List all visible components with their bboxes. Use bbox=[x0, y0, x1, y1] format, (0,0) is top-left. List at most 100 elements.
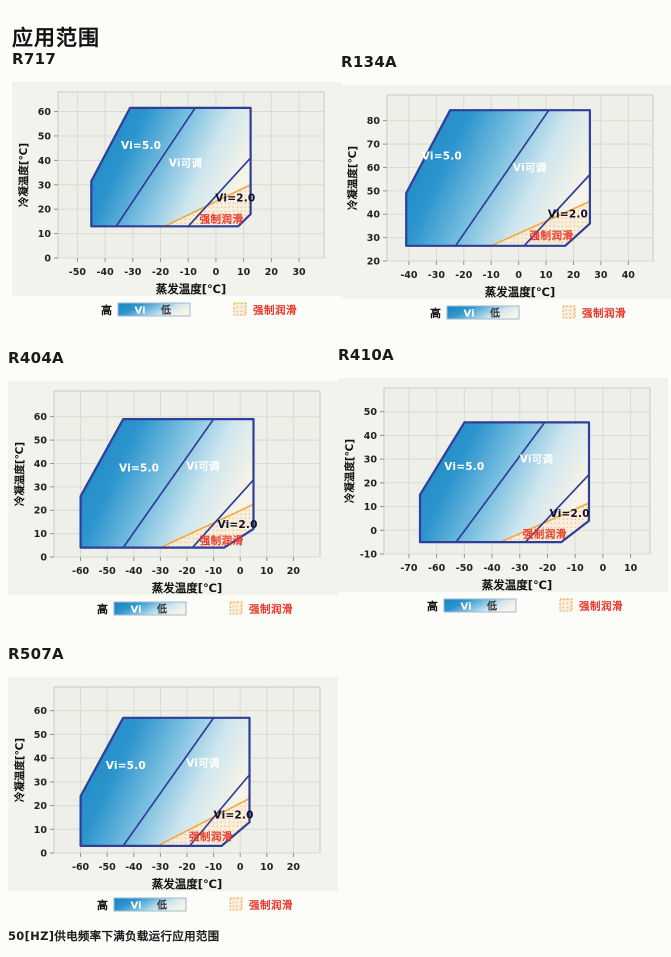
y-tick-label: 20 bbox=[34, 801, 48, 812]
region-label: Vi可调 bbox=[169, 156, 202, 169]
y-tick-label: 20 bbox=[38, 205, 52, 216]
chart-title-r507a: R507A bbox=[8, 645, 64, 663]
legend-gradient-bar bbox=[113, 601, 187, 616]
legend-low-label: 低 bbox=[486, 600, 497, 613]
chart-figure-r507a: R507A Vi=5.0 Vi可调 Vi=2.0 强制润滑 -60 -50 -40 -30 -20… bbox=[8, 645, 340, 925]
y-tick-label: 50 bbox=[34, 436, 48, 447]
region-label: 强制润滑 bbox=[189, 830, 233, 843]
legend-forced-lube-label: 强制润滑 bbox=[249, 899, 293, 912]
region-label: Vi=5.0 bbox=[422, 150, 462, 162]
x-tick-label: -50 bbox=[99, 566, 117, 577]
legend-gradient-bar bbox=[113, 897, 187, 912]
y-tick-label: 30 bbox=[367, 233, 381, 244]
footnote: 50[HZ]供电频率下满负载运行应用范围 bbox=[8, 929, 220, 943]
x-tick-label: 0 bbox=[515, 270, 522, 281]
legend-forced-lube-label: 强制润滑 bbox=[249, 603, 293, 616]
vi2-boundary-line bbox=[523, 173, 591, 247]
y-tick-label: 40 bbox=[34, 754, 48, 765]
y-tick-label: 10 bbox=[38, 229, 52, 240]
operating-envelope bbox=[91, 107, 251, 227]
legend-vi-label: Vi bbox=[461, 602, 472, 613]
region-label: Vi=5.0 bbox=[444, 461, 484, 473]
forced-lube-region bbox=[500, 503, 589, 543]
y-axis-title: 冷凝温度[℃] bbox=[346, 146, 359, 210]
x-tick-label: 10 bbox=[237, 267, 251, 278]
x-tick-label: 10 bbox=[260, 566, 274, 577]
y-axis-title: 冷凝温度[℃] bbox=[17, 143, 30, 207]
region-label: 强制润滑 bbox=[199, 212, 243, 225]
x-tick-label: -30 bbox=[152, 566, 170, 577]
x-tick-label: -30 bbox=[124, 267, 142, 278]
y-tick-label: 80 bbox=[367, 116, 381, 127]
y-tick-label: 50 bbox=[34, 730, 48, 741]
operating-envelope-outline bbox=[418, 421, 591, 544]
x-axis-title: 蒸发温度[℃] bbox=[156, 282, 226, 296]
legend-gradient-bar bbox=[117, 302, 191, 317]
region-label: Vi=2.0 bbox=[217, 519, 257, 531]
x-tick-label: -10 bbox=[567, 563, 585, 574]
operating-envelope bbox=[406, 110, 590, 246]
region-label: Vi=5.0 bbox=[119, 463, 159, 475]
region-label: Vi=5.0 bbox=[121, 140, 161, 152]
region-label: Vi=2.0 bbox=[215, 193, 255, 205]
x-tick-label: 20 bbox=[287, 566, 301, 577]
x-tick-label: -20 bbox=[455, 270, 473, 281]
x-tick-label: -10 bbox=[483, 270, 501, 281]
x-tick-label: 40 bbox=[622, 270, 636, 281]
y-tick-label: 40 bbox=[364, 431, 378, 442]
x-tick-label: 30 bbox=[594, 270, 608, 281]
y-tick-label: 0 bbox=[40, 553, 47, 564]
vi2-boundary-line bbox=[189, 774, 251, 847]
chart-svg-r507a: Vi=5.0 Vi可调 Vi=2.0 强制润滑 -60 -50 -40 -30 -20 -10 0 1… bbox=[8, 677, 338, 912]
vi2-boundary-line bbox=[524, 473, 590, 543]
x-tick-label: 0 bbox=[600, 563, 607, 574]
legend-forced-lube-swatch bbox=[559, 598, 573, 612]
y-tick-label: 60 bbox=[34, 706, 48, 717]
x-tick-label: 10 bbox=[539, 270, 553, 281]
operating-envelope-outline bbox=[79, 716, 251, 847]
y-axis-title: 冷凝温度[℃] bbox=[13, 442, 26, 506]
chart-figure-r717: R717 Vi=5.0 Vi可调 Vi=2.0 强制润滑 -50 -40 -30 -20 -10 0… bbox=[12, 50, 344, 330]
x-axis-title: 蒸发温度[℃] bbox=[485, 285, 555, 299]
x-tick-label: 20 bbox=[287, 862, 301, 873]
chart-svg-r410a: Vi=5.0 Vi可调 Vi=2.0 强制润滑 -70 -60 -50 -40 -30 -20 -1… bbox=[338, 378, 668, 613]
x-tick-label: -40 bbox=[125, 862, 143, 873]
operating-envelope bbox=[420, 422, 589, 543]
x-tick-label: -30 bbox=[152, 862, 170, 873]
y-tick-label: 20 bbox=[364, 478, 378, 489]
region-label: Vi=2.0 bbox=[548, 209, 588, 221]
x-tick-label: -20 bbox=[178, 862, 196, 873]
x-tick-label: -40 bbox=[125, 566, 143, 577]
y-tick-label: 10 bbox=[364, 502, 378, 513]
region-label: Vi可调 bbox=[186, 459, 219, 472]
legend-forced-lube-swatch bbox=[233, 302, 247, 316]
x-tick-label: 0 bbox=[213, 267, 220, 278]
chart-svg-r134a: Vi=5.0 Vi可调 Vi=2.0 强制润滑 -40 -30 -20 -10 0 10 20 30 4… bbox=[341, 85, 671, 320]
y-tick-label: 70 bbox=[367, 140, 381, 151]
legend-low-label: 低 bbox=[489, 307, 500, 320]
x-tick-label: 20 bbox=[265, 267, 279, 278]
x-tick-label: -50 bbox=[99, 862, 117, 873]
y-tick-label: 20 bbox=[34, 506, 48, 517]
legend-vi-label: Vi bbox=[135, 306, 146, 317]
region-label: Vi=2.0 bbox=[550, 508, 590, 520]
vi2-boundary-line bbox=[191, 479, 255, 549]
x-tick-label: -50 bbox=[69, 267, 87, 278]
vi5-boundary-line bbox=[454, 109, 550, 247]
chart-figure-r410a: R410A Vi=5.0 Vi可调 Vi=2.0 强制润滑 -70 -60 -50 -40 -30… bbox=[338, 346, 670, 626]
y-tick-label: 0 bbox=[370, 526, 377, 537]
legend-high-label: 高 bbox=[430, 306, 441, 320]
operating-envelope-outline bbox=[79, 417, 255, 549]
y-tick-label: 40 bbox=[367, 210, 381, 221]
region-label: Vi可调 bbox=[513, 161, 546, 174]
y-tick-label: 60 bbox=[367, 163, 381, 174]
region-label: 强制润滑 bbox=[200, 534, 244, 547]
chart-title-r134a: R134A bbox=[341, 53, 397, 71]
x-tick-label: -60 bbox=[428, 563, 446, 574]
region-label: Vi=2.0 bbox=[213, 810, 253, 822]
legend-forced-lube-label: 强制润滑 bbox=[582, 307, 626, 320]
y-tick-label: 30 bbox=[34, 482, 48, 493]
forced-lube-region bbox=[160, 504, 254, 548]
x-tick-label: -50 bbox=[456, 563, 474, 574]
y-axis-title: 冷凝温度[℃] bbox=[343, 439, 356, 503]
